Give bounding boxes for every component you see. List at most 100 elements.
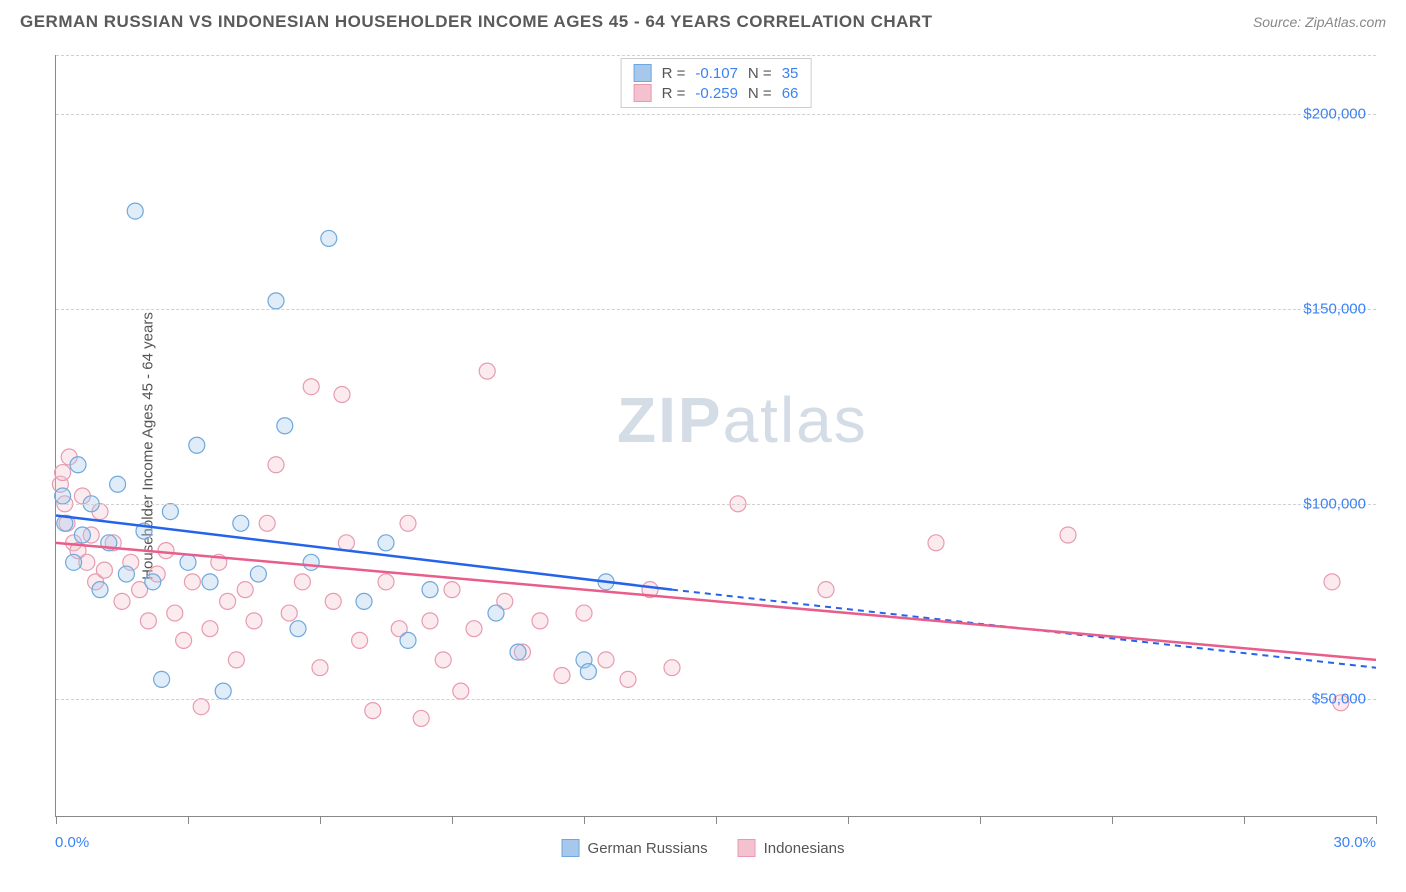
chart-container: GERMAN RUSSIAN VS INDONESIAN HOUSEHOLDER… <box>0 0 1406 892</box>
scatter-point <box>277 418 293 434</box>
scatter-point <box>145 574 161 590</box>
scatter-point <box>598 652 614 668</box>
scatter-point <box>237 582 253 598</box>
scatter-point <box>479 363 495 379</box>
scatter-point <box>818 582 834 598</box>
scatter-point <box>176 632 192 648</box>
gridline <box>56 55 1376 56</box>
x-tick <box>56 816 57 824</box>
x-tick <box>1112 816 1113 824</box>
trend-line <box>56 543 1376 660</box>
scatter-point <box>334 387 350 403</box>
scatter-point <box>356 593 372 609</box>
scatter-point <box>444 582 460 598</box>
x-tick <box>980 816 981 824</box>
scatter-point <box>532 613 548 629</box>
scatter-point <box>180 554 196 570</box>
scatter-point <box>162 504 178 520</box>
scatter-point <box>140 613 156 629</box>
scatter-point <box>338 535 354 551</box>
scatter-point <box>228 652 244 668</box>
scatter-point <box>220 593 236 609</box>
scatter-point <box>74 527 90 543</box>
scatter-point <box>294 574 310 590</box>
scatter-point <box>365 703 381 719</box>
scatter-point <box>664 660 680 676</box>
gridline <box>56 699 1376 700</box>
scatter-point <box>118 566 134 582</box>
scatter-point <box>352 632 368 648</box>
scatter-point <box>422 613 438 629</box>
scatter-point <box>312 660 328 676</box>
scatter-point <box>400 632 416 648</box>
scatter-point <box>435 652 451 668</box>
scatter-point <box>250 566 266 582</box>
scatter-point <box>321 230 337 246</box>
scatter-point <box>233 515 249 531</box>
scatter-point <box>96 562 112 578</box>
scatter-point <box>325 593 341 609</box>
scatter-point <box>400 515 416 531</box>
scatter-point <box>246 613 262 629</box>
scatter-point <box>189 437 205 453</box>
scatter-point <box>127 203 143 219</box>
chart-title: GERMAN RUSSIAN VS INDONESIAN HOUSEHOLDER… <box>20 12 933 32</box>
x-max-label: 30.0% <box>1333 834 1376 851</box>
scatter-point <box>378 535 394 551</box>
legend-label-2: Indonesians <box>764 840 845 857</box>
scatter-point <box>215 683 231 699</box>
scatter-point <box>55 488 71 504</box>
scatter-point <box>55 465 71 481</box>
scatter-point <box>303 379 319 395</box>
scatter-point <box>413 710 429 726</box>
legend-item-1: German Russians <box>562 839 708 857</box>
scatter-point <box>620 671 636 687</box>
x-tick <box>1376 816 1377 824</box>
scatter-point <box>110 476 126 492</box>
scatter-point <box>554 668 570 684</box>
scatter-point <box>268 457 284 473</box>
x-tick <box>320 816 321 824</box>
scatter-point <box>1324 574 1340 590</box>
y-tick-label: $150,000 <box>1303 300 1366 317</box>
gridline <box>56 504 1376 505</box>
legend-item-2: Indonesians <box>738 839 845 857</box>
scatter-point <box>268 293 284 309</box>
x-tick <box>584 816 585 824</box>
scatter-point <box>193 699 209 715</box>
scatter-point <box>290 621 306 637</box>
gridline <box>56 114 1376 115</box>
scatter-point <box>453 683 469 699</box>
legend-label-1: German Russians <box>588 840 708 857</box>
scatter-point <box>158 543 174 559</box>
scatter-point <box>378 574 394 590</box>
scatter-point <box>576 605 592 621</box>
x-min-label: 0.0% <box>55 834 89 851</box>
scatter-point <box>167 605 183 621</box>
scatter-point <box>510 644 526 660</box>
scatter-point <box>281 605 297 621</box>
x-tick <box>1244 816 1245 824</box>
scatter-point <box>488 605 504 621</box>
legend-swatch-2 <box>738 839 756 857</box>
y-tick-label: $100,000 <box>1303 495 1366 512</box>
scatter-point <box>422 582 438 598</box>
scatter-point <box>66 554 82 570</box>
scatter-point <box>92 582 108 598</box>
y-tick-label: $50,000 <box>1312 690 1366 707</box>
scatter-point <box>928 535 944 551</box>
scatter-point <box>259 515 275 531</box>
scatter-point <box>202 621 218 637</box>
y-tick-label: $200,000 <box>1303 105 1366 122</box>
x-tick <box>188 816 189 824</box>
plot-area: ZIPatlas R = -0.107 N = 35 R = -0.259 N … <box>55 55 1376 817</box>
scatter-point <box>184 574 200 590</box>
scatter-point <box>114 593 130 609</box>
scatter-point <box>466 621 482 637</box>
scatter-point <box>154 671 170 687</box>
source-label: Source: ZipAtlas.com <box>1253 14 1386 30</box>
scatter-point <box>580 664 596 680</box>
title-bar: GERMAN RUSSIAN VS INDONESIAN HOUSEHOLDER… <box>0 0 1406 40</box>
scatter-svg <box>56 55 1376 816</box>
scatter-point <box>303 554 319 570</box>
